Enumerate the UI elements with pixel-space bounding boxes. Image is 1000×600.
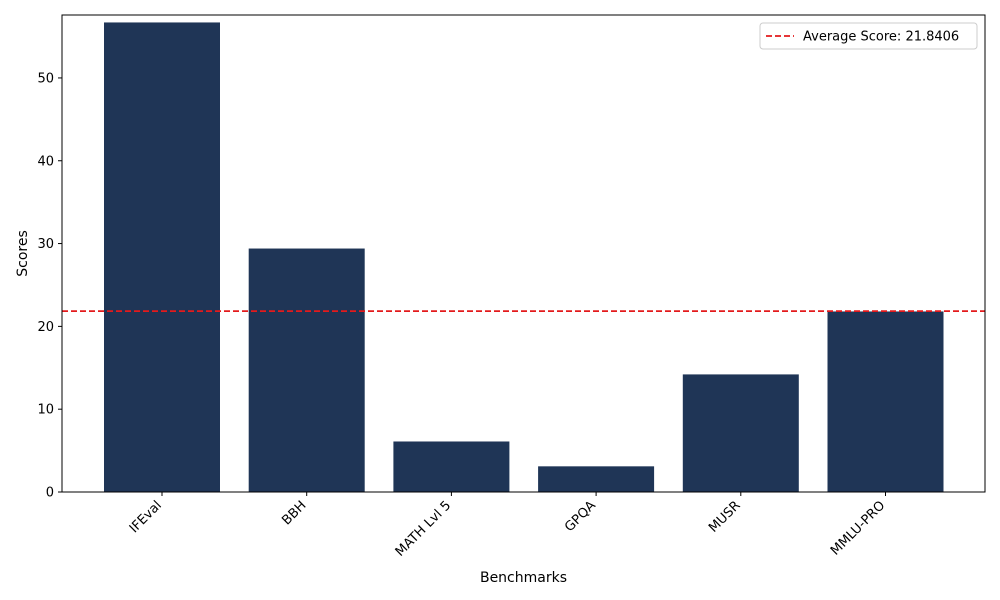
y-axis-label: Scores [15,230,31,277]
bar-ifeval [104,22,220,492]
bar-bbh [248,248,365,492]
y-tick-label: 50 [37,71,54,86]
y-tick-label: 10 [37,403,54,418]
x-axis-label: Benchmarks [480,570,567,586]
y-tick-label: 30 [37,237,54,252]
bar-musr [682,374,799,492]
legend-box [759,22,978,50]
legend: Average Score: 21.8406 [759,22,978,50]
bar-gpqa [538,466,655,492]
y-tick-label: 0 [46,486,54,501]
legend-label-average-score: Average Score: 21.8406 [803,30,959,45]
y-tick-label: 20 [37,320,54,335]
y-tick-label: 40 [37,154,54,169]
y-axis: 0 10 20 30 40 50 [37,71,62,501]
bars-group [104,22,944,492]
bar-mmlu-pro [827,311,944,492]
plot-area-frame [61,14,986,493]
bar-math-lvl-5 [393,441,510,492]
